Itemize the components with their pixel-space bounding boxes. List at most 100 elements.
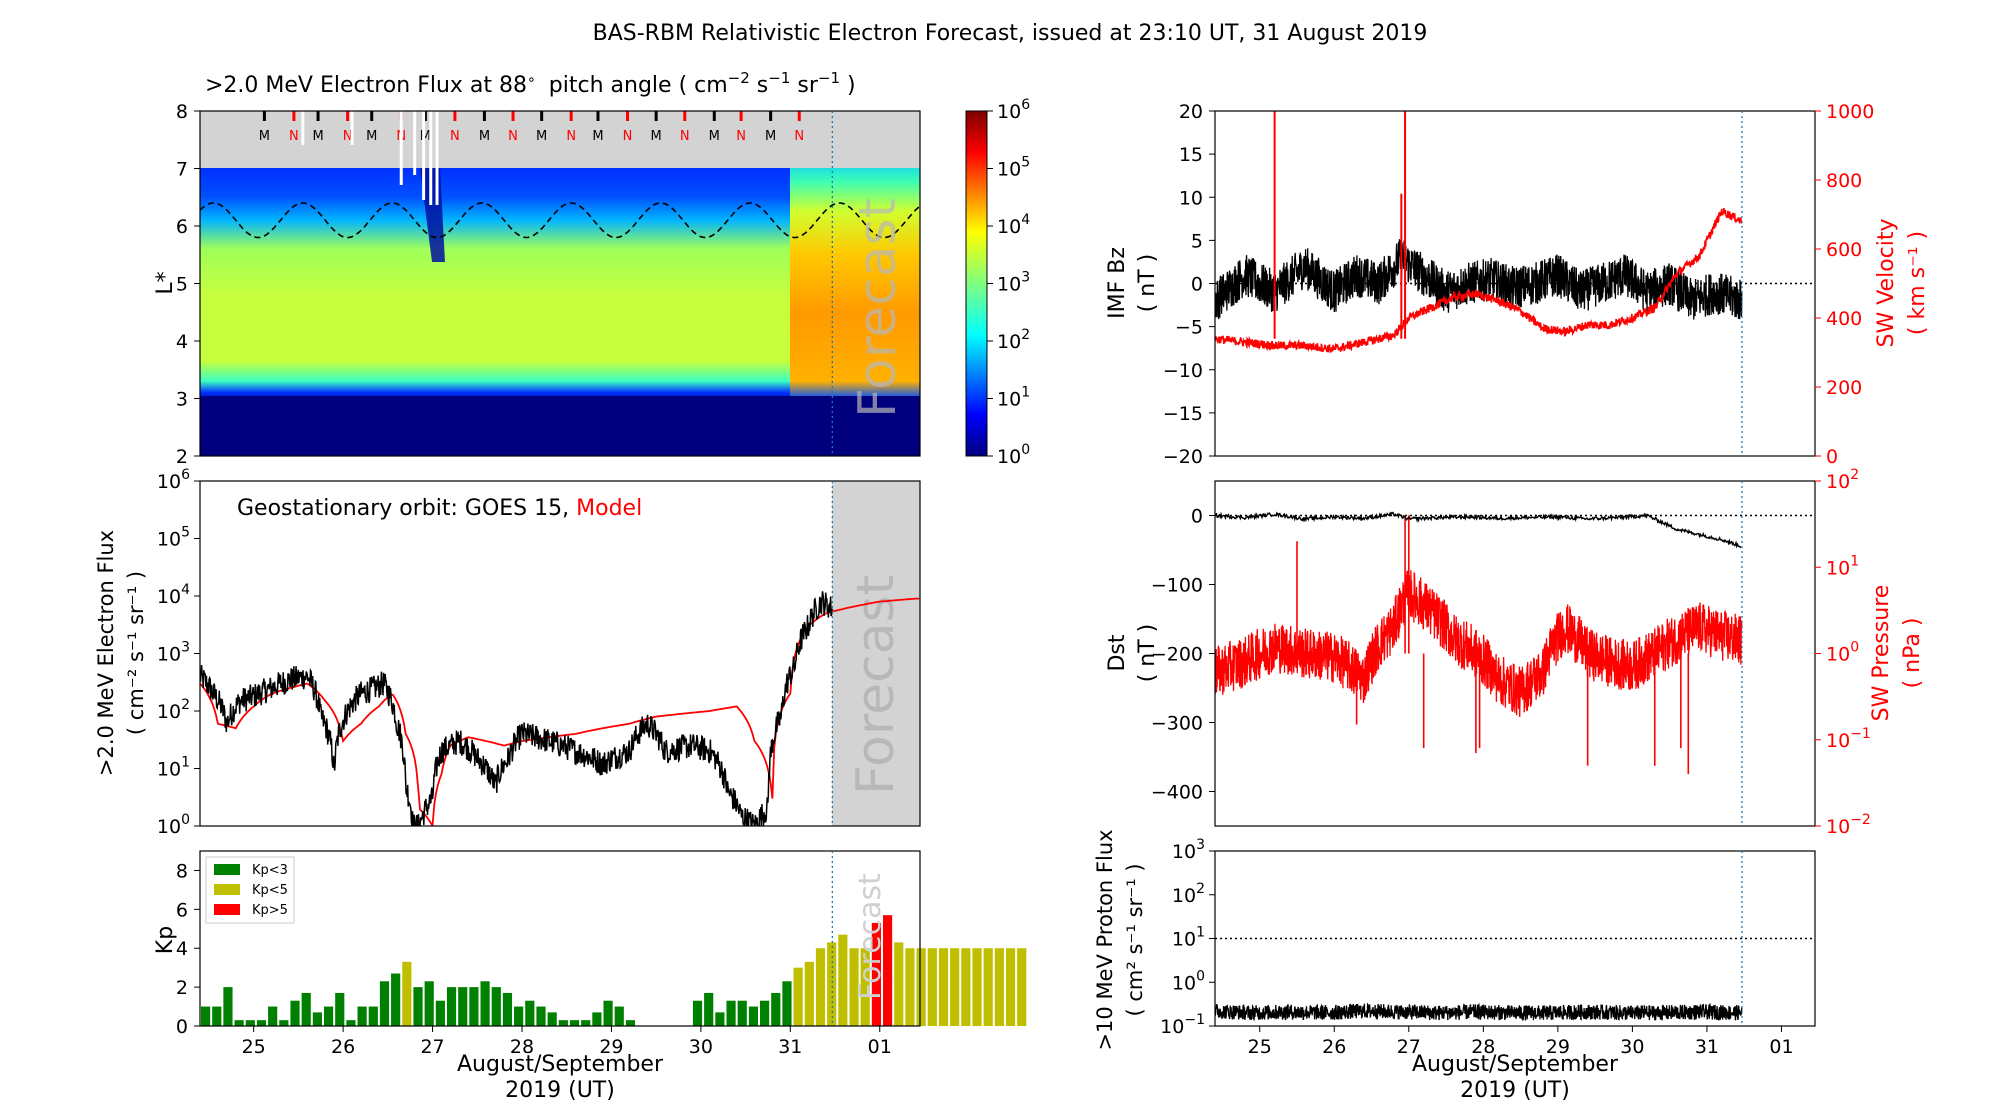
imf-y2label-line1: SW Velocity: [1874, 218, 1899, 347]
kp-bar: [536, 1006, 546, 1026]
kp-frame: [199, 850, 921, 1027]
dst-y2-tick-label: 102: [1826, 467, 1859, 493]
kp-bar: [760, 1000, 770, 1026]
kp-bar: [771, 992, 781, 1026]
kp-bar: [950, 948, 960, 1026]
proton-y-tick-label: 102: [1172, 881, 1205, 907]
left-x-ticks: 25 26 27 28 29 30 31 01: [242, 1026, 892, 1058]
imf-y-tick-label: 5: [1191, 230, 1203, 252]
kp-bar: [581, 1020, 591, 1026]
pass-marker-label: N: [343, 129, 353, 144]
kp-bar: [827, 942, 837, 1026]
kp-legend-low: Kp<3: [252, 863, 288, 878]
right-xlabel-line1: August/September: [1412, 1052, 1619, 1077]
left-x-tick-label: 31: [778, 1036, 802, 1058]
kp-bar: [446, 987, 457, 1026]
geo-y-tick-label: 103: [157, 640, 190, 666]
pass-marker-label: M: [592, 129, 603, 144]
imf-y-tick-label: 0: [1191, 274, 1203, 296]
kp-y-tick-label: 6: [176, 899, 188, 921]
dst-y-tick-label: −100: [1151, 575, 1203, 597]
proton-y-tick-label: 100: [1172, 968, 1205, 994]
kp-y-tick-label: 2: [176, 977, 188, 999]
kp-bar: [335, 992, 345, 1026]
kp-bar: [804, 961, 814, 1026]
kp-bar: [1017, 948, 1027, 1026]
colorbar-tick-label: 100: [997, 442, 1030, 468]
kp-bar: [927, 948, 937, 1026]
pass-markers: MNMNMNMNMNMNMNMNMNMN: [259, 111, 804, 205]
pass-marker-label: M: [312, 129, 323, 144]
kp-bar: [704, 992, 714, 1026]
kp-bar: [603, 1000, 613, 1026]
heatmap-y-tick-label: 7: [176, 159, 188, 181]
pass-marker-label: N: [680, 129, 690, 144]
colorbar-tick-label: 103: [997, 270, 1030, 296]
kp-bar: [346, 1020, 356, 1026]
right-xlabel-line2: 2019 (UT): [1460, 1078, 1570, 1100]
heatmap-y-tick-label: 8: [176, 101, 188, 123]
left-x-tick-label: 27: [420, 1036, 444, 1058]
right-x-tick-label: 29: [1546, 1036, 1570, 1058]
kp-bar: [223, 987, 233, 1026]
imf-panel: 20 15 10 5 0 −5 −10 −15 −20 0 200 400 600 800 1000 IM…: [1105, 101, 1930, 468]
dst-y-tick-label: −300: [1151, 713, 1203, 735]
kp-bar: [480, 981, 490, 1026]
geo-ylabel-line1: >2.0 MeV Electron Flux: [94, 530, 118, 776]
proton-flux-line: [1215, 1002, 1743, 1022]
kp-bar: [234, 1020, 244, 1026]
imf-y-tick-label: 10: [1179, 187, 1203, 209]
dst-y2label-line1: SW Pressure: [1869, 585, 1894, 722]
pass-marker-label: M: [536, 129, 547, 144]
left-x-tick-label: 01: [868, 1036, 892, 1058]
heatmap-y-tick-label: 2: [176, 446, 188, 468]
kp-bar: [391, 973, 401, 1026]
kp-bar: [961, 948, 971, 1026]
pass-marker-label: M: [709, 129, 720, 144]
colorbar-tick-label: 105: [997, 155, 1030, 181]
heatmap-forecast-label: Forecast: [848, 198, 908, 418]
dst-ylabel-line2: ( nT ): [1135, 624, 1160, 683]
right-x-tick-label: 31: [1695, 1036, 1719, 1058]
colorbar-tick-label: 101: [997, 385, 1030, 411]
geo-y-tick-label: 102: [157, 697, 190, 723]
kp-bar: [625, 1020, 636, 1026]
colorbar: [965, 110, 988, 457]
pass-marker-label: N: [289, 129, 299, 144]
imf-y2-tick-label: 200: [1826, 377, 1862, 399]
right-x-tick-label: 26: [1322, 1036, 1346, 1058]
left-x-tick-label: 28: [510, 1036, 534, 1058]
heatmap-ylabel: L*: [153, 271, 178, 294]
imf-y-tick-label: −15: [1163, 403, 1203, 425]
kp-bar: [860, 948, 870, 1026]
kp-bar: [726, 1000, 736, 1026]
sw-pressure-line: [1215, 569, 1743, 718]
kp-bar: [1005, 948, 1016, 1026]
kp-bar: [268, 1006, 278, 1026]
geo-forecast-label: Forecast: [846, 575, 906, 795]
heatmap-y-ticks: 2 3 4 5 6 7 8: [176, 101, 200, 468]
heatmap-y-tick-label: 5: [176, 274, 188, 296]
geo-series: [200, 591, 920, 826]
heatmap-dark-base: [200, 396, 920, 456]
kp-bar: [692, 1000, 703, 1026]
kp-legend-mid: Kp<5: [252, 883, 288, 898]
geo-ylabel-line2: ( cm⁻² s⁻¹ sr⁻¹ ): [124, 571, 148, 735]
proton-y-ticks: 10−1 100 101 102 103: [1160, 837, 1215, 1038]
pass-marker-label: N: [508, 129, 518, 144]
kp-bar: [882, 915, 893, 1026]
heatmap-gray-band: [200, 111, 920, 168]
pass-marker-label: N: [623, 129, 633, 144]
imf-y-tick-label: −5: [1175, 317, 1203, 339]
kp-bar: [279, 1020, 289, 1026]
dst-y-tick-label: −400: [1151, 782, 1203, 804]
colorbar-ticks: 100 101 102 103 104 105 106: [987, 97, 1030, 468]
magnetopause-dashed-line: [200, 202, 920, 239]
geo-y-ticks: 100 101 102 103 104 105 106: [157, 467, 200, 838]
imf-y-tick-label: −20: [1163, 446, 1203, 468]
kp-bar: [368, 1006, 378, 1026]
imf-bz-line: [1215, 239, 1743, 320]
right-x-tick-label: 25: [1248, 1036, 1272, 1058]
